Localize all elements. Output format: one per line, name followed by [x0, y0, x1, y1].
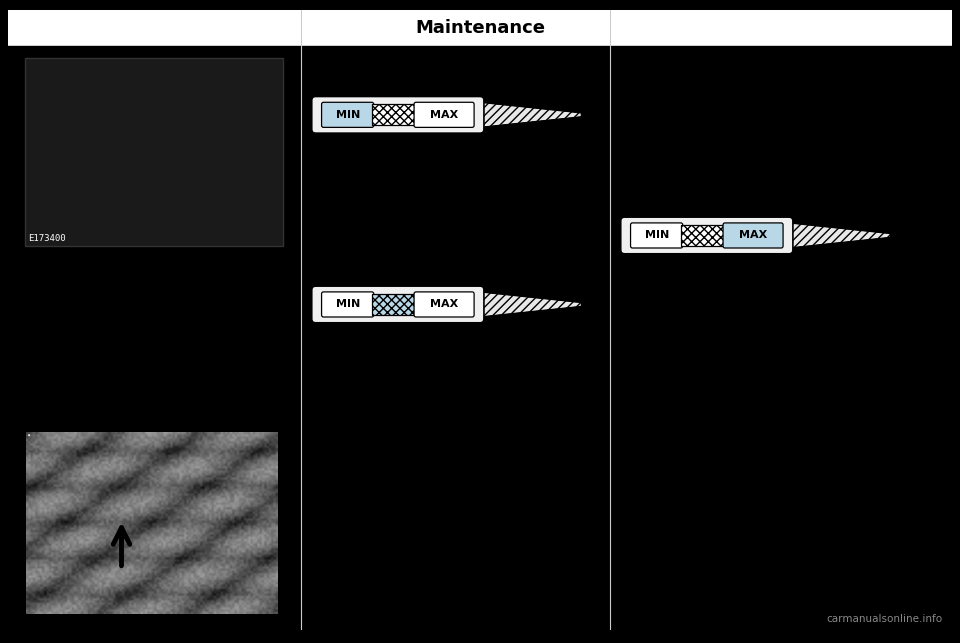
Text: If the fluid level is above the MAX range of: If the fluid level is above the MAX rang…	[620, 291, 872, 303]
Text: still connected to the air: still connected to the air	[51, 359, 196, 372]
Text: the air filter assembly.: the air filter assembly.	[51, 298, 183, 312]
Text: MAX: MAX	[430, 110, 458, 120]
Text: do not drive the vehicle. An underfill condition: do not drive the vehicle. An underfill c…	[311, 226, 585, 239]
Text: Pull the air filter assembly: Pull the air filter assembly	[51, 260, 206, 273]
Text: dipstick, add fluid to reach the hash mark: dipstick, add fluid to reach the hash ma…	[311, 183, 559, 196]
Text: Tighten the clamp.: Tighten the clamp.	[51, 392, 162, 405]
FancyBboxPatch shape	[631, 223, 683, 248]
Text: Note:: Note:	[311, 213, 348, 226]
Text: High fluid level: High fluid level	[620, 202, 727, 215]
Bar	[681, 225, 725, 246]
Text: 9.: 9.	[27, 392, 38, 405]
Text: If the fluid level is below the MIN range of the: If the fluid level is below the MIN rang…	[311, 170, 581, 183]
Text: fluid level indicator.: fluid level indicator.	[27, 428, 144, 441]
Text: 8.: 8.	[27, 320, 38, 332]
Text: cross-hatch area if at the normal operating: cross-hatch area if at the normal operat…	[620, 157, 875, 170]
FancyBboxPatch shape	[723, 223, 783, 248]
Polygon shape	[789, 223, 890, 248]
Text: Maintenance: Maintenance	[415, 19, 545, 37]
Text: temperature between 180°F (82°C) and: temperature between 180°F (82°C) and	[620, 170, 856, 183]
Bar	[681, 225, 725, 246]
Text: If the fluid level is below the MIN level,: If the fluid level is below the MIN leve…	[345, 213, 576, 226]
Text: possible damage.: possible damage.	[311, 252, 415, 265]
Text: E173400: E173400	[29, 234, 66, 243]
Text: the dipstick, remove fluid to reach the: the dipstick, remove fluid to reach the	[620, 303, 847, 316]
Text: operating temperatures between 180°F: operating temperatures between 180°F	[620, 73, 855, 86]
Text: up to disconnect it from the: up to disconnect it from the	[51, 273, 216, 285]
Text: carmanualsonline.info: carmanualsonline.info	[827, 614, 943, 624]
Text: MAX: MAX	[430, 300, 458, 309]
FancyBboxPatch shape	[312, 286, 484, 323]
Bar	[372, 104, 416, 125]
Text: Checking the fluid level: Checking the fluid level	[311, 60, 488, 73]
Bar	[372, 294, 416, 315]
Text: Target the transmission fluid level within the: Target the transmission fluid level with…	[620, 144, 884, 157]
Text: seated grommets located under: seated grommets located under	[51, 285, 241, 298]
Text: E158844: E158844	[620, 277, 666, 287]
Text: MIN: MIN	[644, 230, 669, 240]
Text: approximately 20 mi (30 km).: approximately 20 mi (30 km).	[620, 125, 796, 138]
Text: 7.: 7.	[27, 260, 38, 273]
Text: filter assembly.: filter assembly.	[51, 372, 141, 385]
Text: hashmark level.: hashmark level.	[620, 316, 714, 329]
Text: normal operating temperature after: normal operating temperature after	[620, 112, 832, 125]
Text: Correct fluid level: Correct fluid level	[311, 271, 437, 284]
Text: E158843: E158843	[311, 346, 357, 356]
FancyBboxPatch shape	[322, 292, 373, 317]
Text: MIN: MIN	[336, 300, 360, 309]
Text: MAX: MAX	[739, 230, 767, 240]
Bar	[8, 10, 952, 46]
Polygon shape	[480, 292, 582, 317]
Text: Rotate the air filter assembly: Rotate the air filter assembly	[51, 320, 224, 332]
Bar	[372, 294, 416, 315]
Text: 90 degrees counterclockwise.: 90 degrees counterclockwise.	[51, 332, 227, 345]
Polygon shape	[480, 102, 582, 127]
Text: E158842: E158842	[311, 156, 357, 167]
Text: 246: 246	[468, 610, 492, 623]
Text: You can now access the transmission: You can now access the transmission	[27, 415, 247, 428]
Text: may cause shift or engagement concerns or: may cause shift or engagement concerns o…	[311, 239, 572, 252]
Text: Make sure the rubber hose is: Make sure the rubber hose is	[51, 345, 224, 358]
FancyBboxPatch shape	[414, 292, 474, 317]
Text: level.: level.	[311, 196, 343, 209]
FancyBboxPatch shape	[621, 217, 793, 254]
Text: 200°F (93°C).: 200°F (93°C).	[620, 183, 700, 196]
FancyBboxPatch shape	[322, 102, 373, 127]
FancyBboxPatch shape	[312, 96, 484, 133]
Bar	[25, 58, 283, 246]
Text: Drive your vehicle until you warm it up to the: Drive your vehicle until you warm it up …	[620, 99, 890, 112]
Bar	[372, 104, 416, 125]
Text: Low fluid level: Low fluid level	[311, 81, 413, 94]
Text: MIN: MIN	[336, 110, 360, 120]
Text: Check the transmission fluid at the normal: Check the transmission fluid at the norm…	[620, 60, 873, 73]
Text: (82°C) and 200°F (93°C) on a level surface.: (82°C) and 200°F (93°C) on a level surfa…	[620, 86, 877, 99]
FancyBboxPatch shape	[414, 102, 474, 127]
